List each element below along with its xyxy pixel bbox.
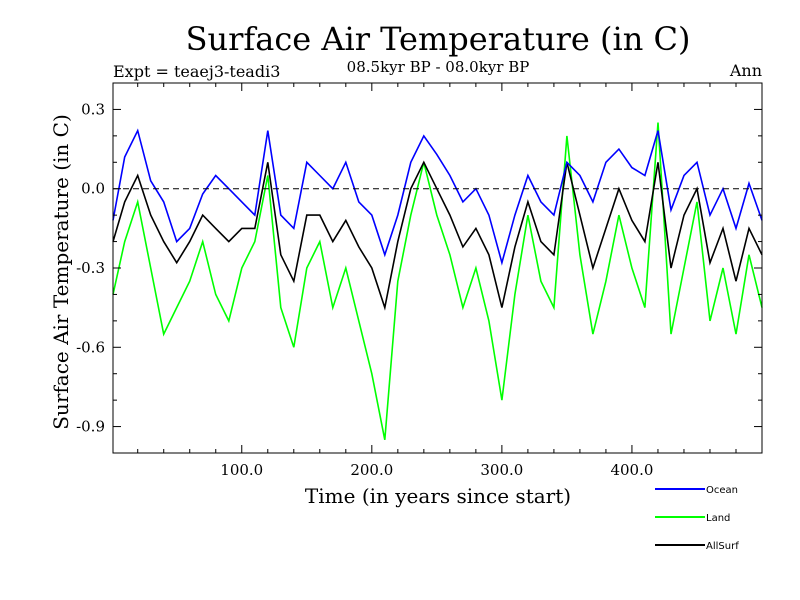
legend: Ocean Land AllSurf	[655, 485, 739, 552]
y-tick-label: -0.6	[76, 338, 105, 356]
chart-subtitle: 08.5kyr BP - 08.0kyr BP	[347, 58, 530, 76]
legend-label-allsurf: AllSurf	[706, 541, 739, 552]
x-tick-label: 300.0	[480, 461, 523, 479]
y-tick-label: -0.9	[76, 418, 105, 436]
x-axis-label: Time (in years since start)	[305, 484, 571, 508]
series-line-ocean	[112, 128, 763, 266]
y-tick-label: -0.3	[76, 259, 105, 277]
x-axis-ticks: 100.0 200.0 300.0 400.0	[137, 83, 737, 479]
y-tick-label: 0.3	[81, 100, 105, 118]
chart-title: Surface Air Temperature (in C)	[186, 20, 691, 58]
plot-area: 100.0 200.0 300.0 400.0 0.3 0.0 -0.3 -0.6 -0.9	[76, 82, 763, 479]
series-group	[112, 122, 763, 440]
x-tick-label: 400.0	[610, 461, 653, 479]
y-axis-ticks: 0.3 0.0 -0.3 -0.6 -0.9	[76, 100, 762, 436]
x-tick-label: 200.0	[350, 461, 393, 479]
experiment-label: Expt = teaej3-teadi3	[113, 62, 280, 81]
y-axis-label: Surface Air Temperature (in C)	[49, 114, 73, 430]
plot-frame	[112, 82, 763, 454]
x-tick-label: 100.0	[220, 461, 263, 479]
y-tick-label: 0.0	[81, 180, 105, 198]
legend-label-ocean: Ocean	[706, 485, 738, 496]
season-label: Ann	[729, 61, 762, 80]
legend-label-land: Land	[706, 513, 730, 524]
